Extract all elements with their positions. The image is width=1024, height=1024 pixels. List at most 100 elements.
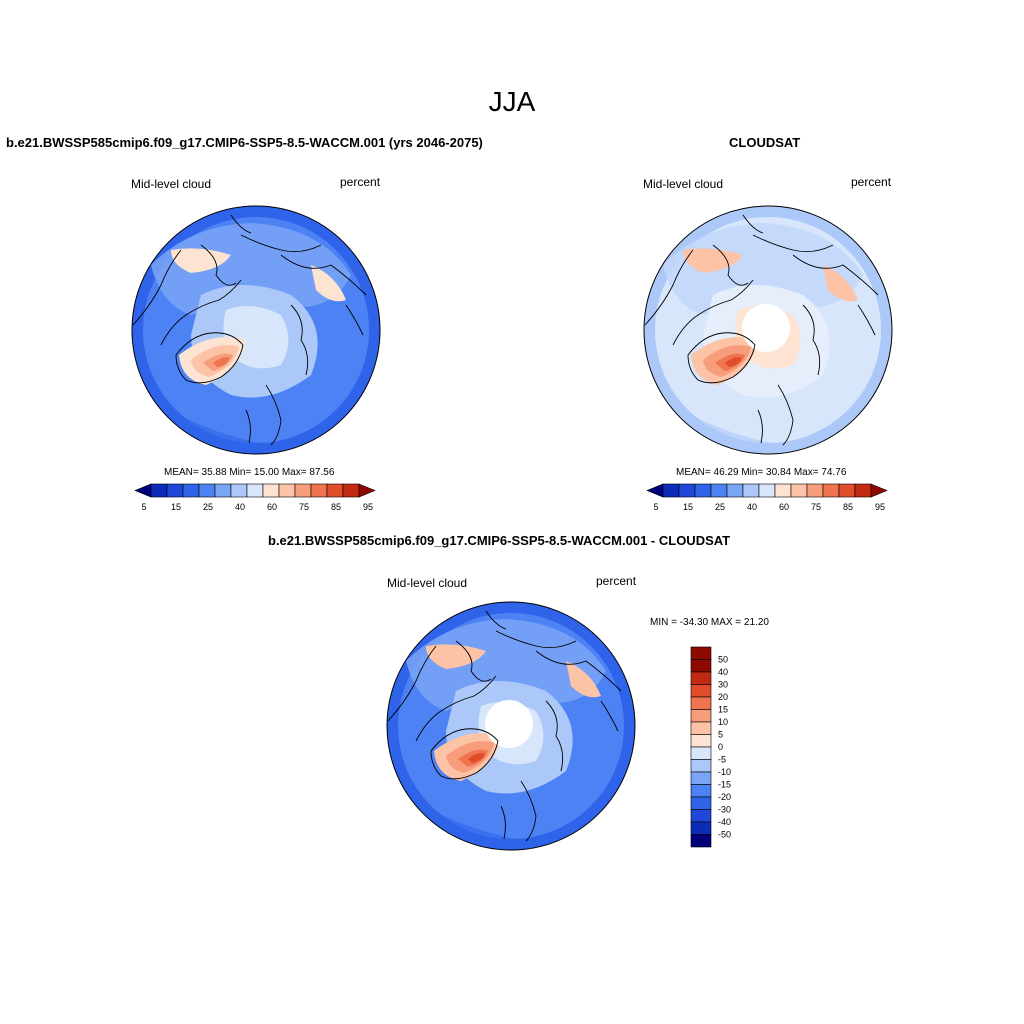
colorbar-tick-label: 60 (779, 502, 789, 512)
map-field-group (132, 206, 380, 454)
panel-3-units-label: percent (596, 574, 637, 588)
colorbar-box (690, 746, 712, 760)
figure-season-title: JJA (488, 86, 536, 117)
colorbar-box (742, 483, 760, 498)
colorbar-box (822, 483, 840, 498)
panel-2-variable-label: Mid-level cloud (643, 177, 724, 191)
colorbar-tick-label: 5 (653, 502, 658, 512)
colorbar-box (182, 483, 200, 498)
colorbar-upper-triangle (870, 483, 888, 498)
colorbar-box (690, 784, 712, 798)
panel-3-stats: MIN = -34.30 MAX = 21.20 (650, 617, 769, 628)
panel-2-polar-map (643, 205, 893, 455)
colorbar-box (690, 759, 712, 773)
colorbar-box (690, 721, 712, 735)
colorbar-box (214, 483, 232, 498)
map-coastlines (387, 610, 622, 842)
map-field-patch (725, 357, 742, 367)
colorbar-box (198, 483, 216, 498)
canadian-archipelago-coastline (200, 234, 322, 286)
panel-1-stats: MEAN= 35.88 Min= 15.00 Max= 87.56 (164, 467, 335, 478)
map-field-patch (468, 753, 485, 763)
colorbar-tick-label: 85 (843, 502, 853, 512)
colorbar-box (230, 483, 248, 498)
eurasia-coastline (535, 650, 622, 772)
colorbar-box (310, 483, 328, 498)
panel-3-title: b.e21.BWSSP585cmip6.f09_g17.CMIP6-SSP5-8… (268, 533, 731, 548)
greenland-coastline (175, 332, 244, 384)
map-border (131, 205, 381, 455)
colorbar-box (294, 483, 312, 498)
colorbar-box (690, 709, 712, 723)
panel-3-polar-map (386, 601, 636, 851)
colorbar-tick-label: 20 (718, 692, 728, 702)
panel-1-colorbar: 5 15 25 40 60 75 85 95 (134, 483, 376, 512)
colorbar-tick-label: 10 (718, 717, 728, 727)
colorbar-lower-triangle (646, 483, 664, 498)
colorbar-tick-label: 5 (718, 730, 723, 740)
colorbar-tick-label: -50 (718, 830, 731, 840)
scandinavia-coastline (245, 384, 282, 446)
minor-coastlines (485, 610, 619, 732)
colorbar-box (838, 483, 856, 498)
colorbar-tick-label: 75 (299, 502, 309, 512)
colorbar-tick-label: 95 (363, 502, 373, 512)
colorbar-box (806, 483, 824, 498)
colorbar-box (690, 771, 712, 785)
colorbar-box (326, 483, 344, 498)
map-field-patch (213, 357, 230, 367)
map-field-patch (426, 644, 486, 669)
colorbar-box (166, 483, 184, 498)
map-field-patch (311, 265, 346, 302)
north-america-coastline (644, 249, 754, 346)
colorbar-tick-label: 40 (718, 667, 728, 677)
colorbar-box (690, 684, 712, 698)
colorbar-box (690, 796, 712, 810)
eurasia-coastline (792, 254, 879, 376)
colorbar-box (262, 483, 280, 498)
colorbar-box (690, 659, 712, 673)
eurasia-coastline (280, 254, 367, 376)
canadian-archipelago-coastline (455, 630, 577, 682)
colorbar-lower-triangle (134, 483, 152, 498)
colorbar-tick-label: 15 (683, 502, 693, 512)
panel-3-variable-label: Mid-level cloud (387, 576, 468, 590)
colorbar-tick-label: 5 (141, 502, 146, 512)
panel-2-colorbar: 5 15 25 40 60 75 85 95 (646, 483, 888, 512)
colorbar-box (690, 696, 712, 710)
colorbar-tick-label: 60 (267, 502, 277, 512)
colorbar-tick-label: 75 (811, 502, 821, 512)
colorbar-tick-label: 40 (747, 502, 757, 512)
colorbar-tick-label: 30 (718, 680, 728, 690)
colorbar-upper-triangle (358, 483, 376, 498)
minor-coastlines (230, 214, 364, 336)
colorbar-tick-label: 0 (718, 742, 723, 752)
colorbar-box (710, 483, 728, 498)
colorbar-box (690, 821, 712, 835)
colorbar-box (690, 671, 712, 685)
colorbar-box (694, 483, 712, 498)
map-field-patch (663, 223, 863, 315)
panel-1-polar-map (131, 205, 381, 455)
panel-1-title: b.e21.BWSSP585cmip6.f09_g17.CMIP6-SSP5-8… (6, 135, 483, 150)
colorbar-tick-label: 85 (331, 502, 341, 512)
colorbar-box (690, 734, 712, 748)
greenland-coastline (430, 728, 499, 780)
greenland-coastline (687, 332, 756, 384)
map-field-patch (151, 223, 351, 315)
colorbar-tick-label: -5 (718, 755, 726, 765)
colorbar-box (690, 646, 712, 660)
map-field-patch (683, 248, 743, 273)
colorbar-tick-label: 95 (875, 502, 885, 512)
colorbar-tick-label: 25 (203, 502, 213, 512)
map-border (386, 601, 636, 851)
colorbar-box (678, 483, 696, 498)
scandinavia-coastline (500, 780, 537, 842)
colorbar-tick-label: -30 (718, 805, 731, 815)
map-missing-data-hole (485, 700, 533, 748)
map-field-patch (406, 619, 606, 711)
colorbar-tick-label: 25 (715, 502, 725, 512)
map-field-patch (171, 248, 231, 273)
colorbar-box (690, 834, 712, 848)
